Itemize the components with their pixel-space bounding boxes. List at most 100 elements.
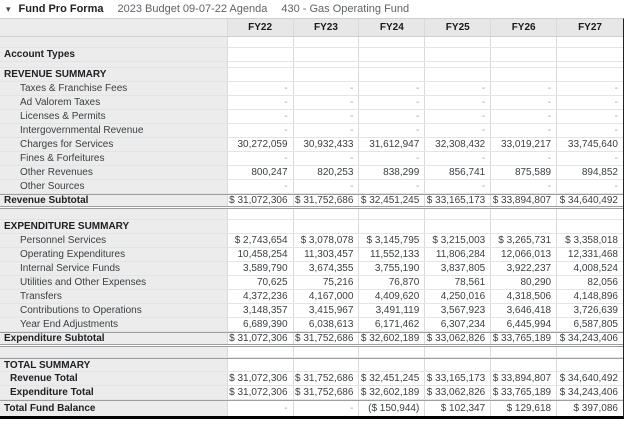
spacer-row — [0, 37, 623, 48]
row-label-other-revenues: Other Revenues — [0, 166, 228, 179]
cell-account-types-fy24 — [359, 48, 426, 61]
cell-contributions-to-operations-fy23: 3,415,967 — [293, 304, 360, 317]
cell-empty-fy25 — [425, 209, 492, 219]
cell-fines-forfeitures-fy27: - — [557, 152, 623, 165]
collapse-caret-icon[interactable]: ▾ — [6, 3, 11, 14]
cell-taxes-franchise-fees-fy26: - — [491, 82, 558, 95]
table-row-taxes-franchise-fees: Taxes & Franchise Fees - - - - - - — [0, 82, 623, 96]
cell-expenditure-subtotal-fy26: $ 33,765,189 — [491, 333, 558, 344]
table-row-fines-forfeitures: Fines & Forfeitures - - - - - - — [0, 152, 623, 166]
cell-utilities-and-other-expenses-fy26: 80,290 — [491, 276, 558, 289]
cell-transfers-fy24: 4,409,620 — [359, 290, 426, 303]
cell-other-revenues-fy26: 875,589 — [491, 166, 558, 179]
cell-internal-service-funds-fy23: 3,674,355 — [293, 262, 360, 275]
cell-operating-expenditures-fy27: 12,331,468 — [557, 248, 623, 261]
cell-revenue-summary-fy26 — [491, 68, 558, 81]
row-label-other-sources: Other Sources — [0, 180, 228, 193]
corner-cell — [0, 19, 228, 36]
fund-name-label: 430 - Gas Operating Fund — [281, 3, 410, 15]
cell-total-fund-balance-fy22: - — [227, 401, 294, 416]
cell-empty-fy25 — [425, 37, 492, 47]
row-label-expenditure-total: Expenditure Total — [0, 386, 228, 399]
cell-empty-fy26 — [491, 37, 558, 47]
cell-year-end-adjustments-fy24: 6,171,462 — [359, 318, 426, 331]
cell-revenue-subtotal-fy26: $ 33,894,807 — [491, 195, 558, 206]
report-title: Fund Pro Forma — [18, 3, 104, 15]
cell-revenue-summary-fy23 — [293, 68, 360, 81]
cell-utilities-and-other-expenses-fy24: 76,870 — [359, 276, 426, 289]
cell-other-sources-fy22: - — [227, 180, 294, 193]
cell-ad-valorem-taxes-fy26: - — [491, 96, 558, 109]
table-row-revenue-total: Revenue Total $ 31,072,306 $ 31,752,686 $ 3… — [0, 372, 623, 386]
cell-charges-for-services-fy27: 33,745,640 — [557, 138, 623, 151]
cell-empty-fy24 — [359, 347, 426, 357]
cell-empty-fy23 — [293, 209, 360, 219]
column-header-fy25: FY25 — [425, 19, 492, 36]
cell-licenses-permits-fy23: - — [293, 110, 360, 123]
cell-ad-valorem-taxes-fy23: - — [293, 96, 360, 109]
cell-fines-forfeitures-fy25: - — [425, 152, 492, 165]
cell-charges-for-services-fy25: 32,308,432 — [425, 138, 492, 151]
cell-expenditure-total-fy22: $ 31,072,306 — [227, 386, 294, 399]
report-header: ▾ Fund Pro Forma 2023 Budget 09-07-22 Ag… — [0, 0, 624, 18]
cell-licenses-permits-fy27: - — [557, 110, 623, 123]
row-label-taxes-franchise-fees: Taxes & Franchise Fees — [0, 82, 228, 95]
cell-internal-service-funds-fy22: 3,589,790 — [227, 262, 294, 275]
cell-empty-fy23 — [293, 37, 360, 47]
cell-intergovernmental-revenue-fy25: - — [425, 124, 492, 137]
row-label-empty — [0, 209, 228, 219]
table-header-row: FY22 FY23 FY24 FY25 FY26 FY27 — [0, 19, 623, 37]
cell-taxes-franchise-fees-fy25: - — [425, 82, 492, 95]
cell-expenditure-summary-fy27 — [557, 220, 623, 233]
cell-personnel-services-fy25: $ 3,215,003 — [425, 234, 492, 247]
cell-total-summary-fy22 — [227, 359, 294, 371]
cell-expenditure-subtotal-fy27: $ 34,243,406 — [557, 333, 623, 344]
cell-empty-fy22 — [227, 62, 294, 67]
cell-empty-fy27 — [557, 37, 623, 47]
table-row-expenditure-total: Expenditure Total $ 31,072,306 $ 31,752,68… — [0, 386, 623, 400]
cell-charges-for-services-fy23: 30,932,433 — [293, 138, 360, 151]
cell-revenue-total-fy27: $ 34,640,492 — [557, 372, 623, 385]
cell-total-summary-fy23 — [293, 359, 360, 371]
cell-expenditure-summary-fy22 — [227, 220, 294, 233]
cell-internal-service-funds-fy24: 3,755,190 — [359, 262, 426, 275]
cell-licenses-permits-fy25: - — [425, 110, 492, 123]
cell-intergovernmental-revenue-fy27: - — [557, 124, 623, 137]
row-label-charges-for-services: Charges for Services — [0, 138, 228, 151]
cell-empty-fy22 — [227, 347, 294, 357]
cell-ad-valorem-taxes-fy27: - — [557, 96, 623, 109]
cell-year-end-adjustments-fy23: 6,038,613 — [293, 318, 360, 331]
cell-operating-expenditures-fy26: 12,066,013 — [491, 248, 558, 261]
table-row-utilities-and-other-expenses: Utilities and Other Expenses 70,625 75,216… — [0, 276, 623, 290]
cell-revenue-total-fy23: $ 31,752,686 — [293, 372, 360, 385]
column-header-fy23: FY23 — [293, 19, 360, 36]
cell-expenditure-total-fy27: $ 34,243,406 — [557, 386, 623, 399]
cell-empty-fy23 — [293, 347, 360, 357]
table-row-expenditure-subtotal: Expenditure Subtotal $ 31,072,306 $ 31,752… — [0, 332, 623, 347]
row-label-total-fund-balance: Total Fund Balance — [0, 401, 228, 416]
cell-empty-fy24 — [359, 62, 426, 67]
cell-expenditure-total-fy25: $ 33,062,826 — [425, 386, 492, 399]
table-row-internal-service-funds: Internal Service Funds 3,589,790 3,674,355… — [0, 262, 623, 276]
cell-revenue-summary-fy25 — [425, 68, 492, 81]
column-header-fy27: FY27 — [557, 19, 623, 36]
cell-operating-expenditures-fy24: 11,552,133 — [359, 248, 426, 261]
row-label-operating-expenditures: Operating Expenditures — [0, 248, 228, 261]
cell-expenditure-subtotal-fy22: $ 31,072,306 — [227, 333, 294, 344]
cell-account-types-fy27 — [557, 48, 623, 61]
table-row-total-fund-balance: Total Fund Balance - - ($ 150,944) $ 102,347… — [0, 400, 623, 416]
cell-expenditure-total-fy23: $ 31,752,686 — [293, 386, 360, 399]
cell-expenditure-summary-fy25 — [425, 220, 492, 233]
column-header-fy26: FY26 — [491, 19, 558, 36]
cell-other-revenues-fy23: 820,253 — [293, 166, 360, 179]
cell-empty-fy22 — [227, 209, 294, 219]
cell-empty-fy24 — [359, 209, 426, 219]
cell-empty-fy26 — [491, 62, 558, 67]
cell-operating-expenditures-fy23: 11,303,457 — [293, 248, 360, 261]
cell-fines-forfeitures-fy23: - — [293, 152, 360, 165]
table-row-year-end-adjustments: Year End Adjustments 6,689,390 6,038,613 6,… — [0, 318, 623, 332]
cell-other-revenues-fy24: 838,299 — [359, 166, 426, 179]
cell-taxes-franchise-fees-fy22: - — [227, 82, 294, 95]
cell-year-end-adjustments-fy22: 6,689,390 — [227, 318, 294, 331]
